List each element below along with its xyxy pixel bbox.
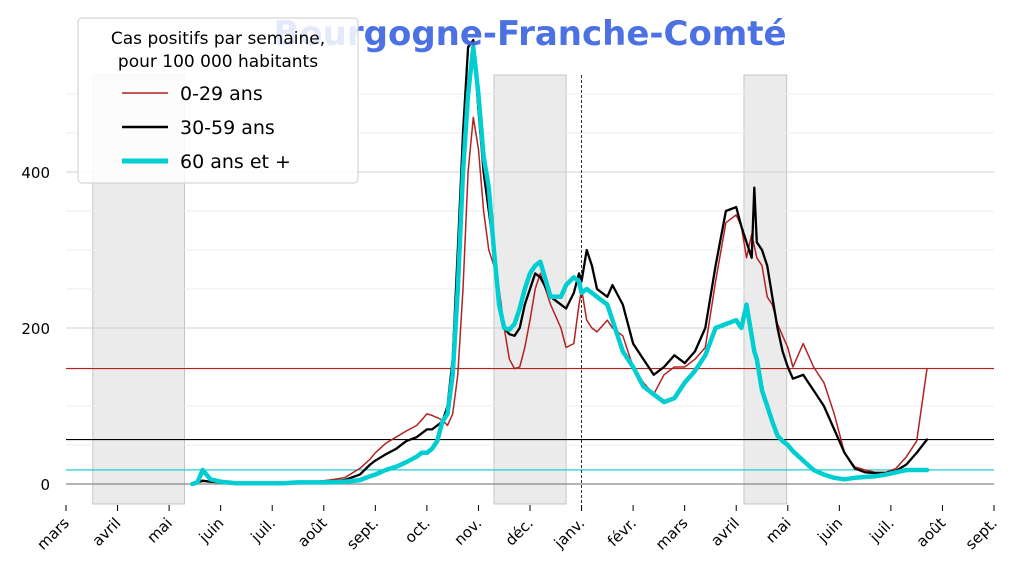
y-axis: 0 200 400 bbox=[21, 164, 50, 494]
series-line-0 bbox=[191, 116, 928, 485]
legend-title-line2: pour 100 000 habitants bbox=[118, 52, 318, 72]
x-tick-label-13: avril bbox=[707, 514, 743, 550]
x-tick-label-6: sept. bbox=[343, 514, 382, 553]
x-tick-label-0: mars bbox=[33, 514, 73, 554]
legend-label-30-59: 30-59 ans bbox=[180, 117, 275, 139]
x-tick-label-10: janv. bbox=[550, 514, 588, 552]
x-tick-label-12: mars bbox=[652, 514, 692, 554]
series-line-2 bbox=[190, 44, 930, 487]
legend-title-line1: Cas positifs par semaine, bbox=[111, 29, 325, 49]
x-tick-label-17: août bbox=[913, 514, 950, 551]
x-tick-label-3: juin bbox=[195, 514, 228, 547]
x-tick-label-15: juin bbox=[813, 514, 846, 547]
y-tick-label-200: 200 bbox=[21, 320, 50, 338]
legend-box bbox=[77, 17, 359, 184]
series-line-1 bbox=[191, 38, 929, 486]
x-tick-label-2: mai bbox=[143, 514, 176, 547]
series-lines bbox=[190, 38, 930, 487]
x-tick-label-5: août bbox=[294, 514, 331, 551]
x-tick-label-8: nov. bbox=[451, 514, 486, 549]
x-tick-label-11: févr. bbox=[604, 514, 640, 550]
x-tick-label-1: avril bbox=[89, 514, 125, 550]
legend-label-0-29: 0-29 ans bbox=[180, 83, 263, 105]
x-tick-label-9: déc. bbox=[502, 514, 537, 549]
x-tick-label-16: juil. bbox=[865, 514, 897, 546]
legend: Cas positifs par semaine, pour 100 000 h… bbox=[77, 17, 359, 184]
x-axis: mars avril mai juin juil. août sept. oct. nov. dé… bbox=[33, 505, 1001, 554]
y-tick-label-400: 400 bbox=[21, 164, 50, 182]
x-tick-label-14: mai bbox=[762, 514, 795, 547]
y-tick-label-0: 0 bbox=[40, 476, 50, 494]
x-tick-label-4: juil. bbox=[247, 514, 279, 546]
x-tick-label-7: oct. bbox=[401, 514, 434, 547]
x-tick-label-18: sept. bbox=[962, 514, 1001, 553]
legend-label-60-plus: 60 ans et + bbox=[180, 151, 291, 173]
chart-title: Bourgogne-Franche-Comté bbox=[273, 14, 786, 54]
